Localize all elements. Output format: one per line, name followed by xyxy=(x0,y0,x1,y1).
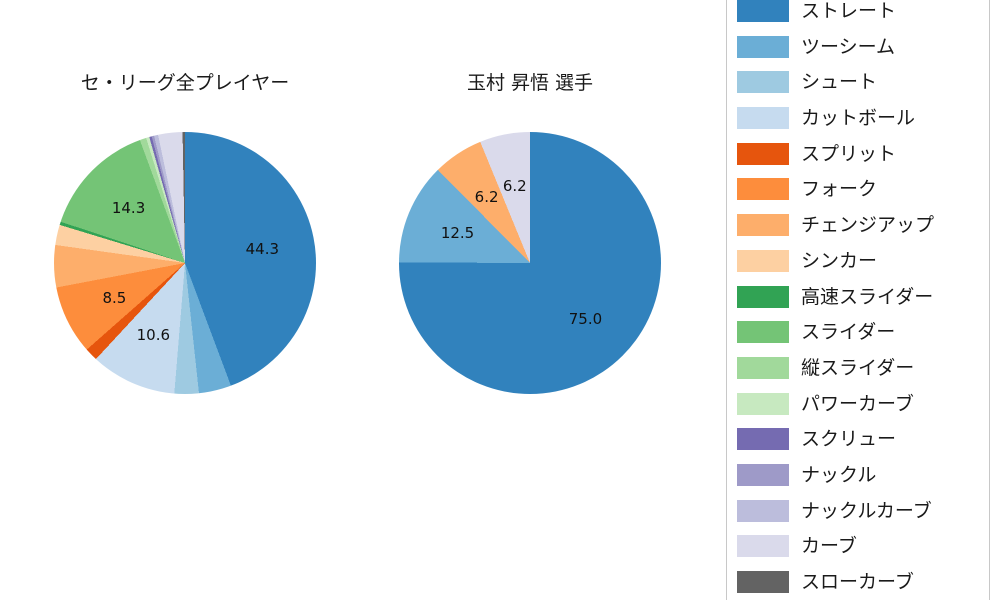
pie-title-league: セ・リーグ全プレイヤー xyxy=(80,72,290,94)
legend-swatch xyxy=(737,0,789,22)
pie-slice-label: 14.3 xyxy=(111,199,146,218)
legend-item: 縦スライダー xyxy=(737,356,989,380)
legend-item: チェンジアップ xyxy=(737,213,989,237)
legend-label: ナックル xyxy=(801,463,877,486)
legend-item: ナックルカーブ xyxy=(737,499,989,523)
legend-swatch xyxy=(737,35,789,58)
legend-item: スローカーブ xyxy=(737,570,989,594)
legend-label: ナックルカーブ xyxy=(801,499,932,522)
legend-item: シュート xyxy=(737,70,989,94)
legend-swatch xyxy=(737,321,789,344)
legend-swatch xyxy=(737,249,789,272)
pie-slice-label: 44.3 xyxy=(245,240,280,258)
legend-swatch xyxy=(737,214,789,237)
legend-item: シンカー xyxy=(737,249,989,273)
legend-swatch xyxy=(737,463,789,486)
pie-slice-label: 12.5 xyxy=(440,223,475,242)
legend-label: カットボール xyxy=(801,107,916,130)
legend-item: ナックル xyxy=(737,463,989,487)
legend-item: スクリュー xyxy=(737,427,989,451)
legend-label: ツーシーム xyxy=(801,35,896,58)
legend-label: 高速スライダー xyxy=(801,285,934,308)
legend-label: チェンジアップ xyxy=(801,214,935,237)
legend-item: スライダー xyxy=(737,320,989,344)
legend-item: カーブ xyxy=(737,534,989,558)
legend-swatch xyxy=(737,392,789,415)
legend-label: スローカーブ xyxy=(801,571,914,593)
legend-item: スプリット xyxy=(737,142,989,166)
legend-label: スクリュー xyxy=(801,428,897,451)
legend-label: スライダー xyxy=(801,321,896,344)
pie-slice-label: 8.5 xyxy=(102,288,127,307)
legend-item: カットボール xyxy=(737,106,989,130)
legend-item: ストレート xyxy=(737,0,989,23)
legend-swatch xyxy=(737,571,789,593)
legend-swatch xyxy=(737,428,789,451)
pie-chart-league: 44.3 10.6 8.5 14.3 xyxy=(54,132,316,394)
pie-slice-label: 10.6 xyxy=(136,325,171,344)
legend-item: パワーカーブ xyxy=(737,392,989,416)
legend-swatch xyxy=(737,499,789,522)
legend-item: ツーシーム xyxy=(737,35,989,59)
legend-label: シンカー xyxy=(801,249,878,272)
pie-slice-label: 75.0 xyxy=(568,309,603,328)
legend-swatch xyxy=(737,71,789,94)
legend-label: ストレート xyxy=(801,0,897,22)
legend-swatch xyxy=(737,142,789,165)
legend-swatch xyxy=(737,356,789,379)
legend-label: シュート xyxy=(801,71,878,94)
legend-swatch xyxy=(737,285,789,308)
legend-label: 縦スライダー xyxy=(801,356,915,379)
pie-chart-player: 75.0 12.5 6.2 6.2 xyxy=(399,132,661,394)
legend-items: ストレートツーシームシュートカットボール スプリットフォークチェンジアップ シンカー… xyxy=(737,0,989,594)
legend-item: 高速スライダー xyxy=(737,285,989,309)
legend-label: スプリット xyxy=(801,142,897,165)
pie-slice-label: 6.2 xyxy=(474,188,499,207)
legend-swatch xyxy=(737,178,789,201)
legend-label: カーブ xyxy=(801,535,857,558)
legend-swatch xyxy=(737,107,789,130)
legend-label: パワーカーブ xyxy=(801,392,914,415)
legend-item: フォーク xyxy=(737,177,989,201)
legend-label: フォーク xyxy=(801,178,878,201)
pie-title-player: 玉村 昇悟 選手 xyxy=(466,72,594,94)
pie-slice-label: 6.2 xyxy=(502,176,527,195)
legend: ストレートツーシームシュートカットボール スプリットフォークチェンジアップ シンカー… xyxy=(726,0,990,600)
legend-swatch xyxy=(737,535,789,558)
